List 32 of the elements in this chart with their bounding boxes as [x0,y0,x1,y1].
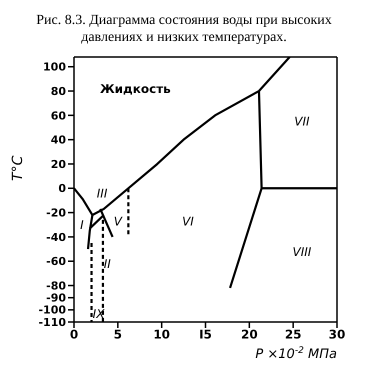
y-tick-label: 80 [50,84,66,98]
chart-title: Рис. 8.3. Диаграмма состояния воды при высоких давлениях и низких температурах. [35,12,333,46]
annotation: VIII [292,244,312,259]
x-axis-title: P ×10$^{-2}$ МПа [255,346,338,362]
x-tick-label: 0 [70,328,78,342]
y-tick-label: -60 [46,255,66,268]
y-tick-label: -20 [46,206,66,220]
y-tick-label: -100 [38,304,66,317]
x-tick-label: I5 [199,328,212,342]
y-tick-label: 100 [43,60,66,74]
y-tick-label: 40 [50,134,66,147]
x-tick-label: 25 [284,328,302,342]
annotation: III [96,186,108,200]
y-tick-label: -90 [46,292,66,305]
annotation: II [104,256,112,271]
y-tick-label: -40 [46,230,66,244]
annotation: IX [92,306,106,321]
annotation: Жидкость [100,82,172,96]
x-tick-label: 30 [328,328,346,342]
x-tick-label: 20 [240,328,258,342]
y-tick-label: -110 [38,316,66,329]
annotation: V [114,214,123,228]
annotation: VII [294,114,310,129]
annotation: I [80,218,84,232]
y-tick-label: 60 [50,109,66,122]
annotation: VI [182,214,194,228]
y-tick-label: 20 [50,158,66,171]
x-tick-label: 10 [153,328,170,342]
x-tick-label: 5 [114,328,122,342]
y-tick-label: -80 [46,279,66,292]
y-axis-title: T°C [10,155,26,181]
y-tick-label: 0 [58,182,66,196]
